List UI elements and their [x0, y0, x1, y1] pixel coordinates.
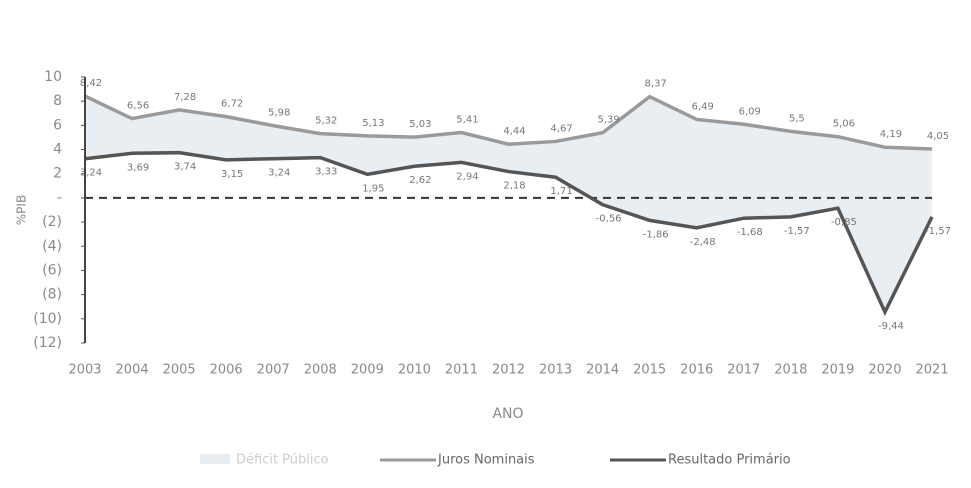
legend-swatch — [200, 454, 230, 464]
x-tick-label: 2004 — [116, 363, 149, 378]
data-label: 5,39 — [597, 115, 619, 126]
x-tick-label: 2005 — [163, 363, 196, 378]
data-label: 3,24 — [268, 168, 290, 179]
x-tick-label: 2014 — [586, 363, 619, 378]
data-label: 8,42 — [80, 78, 102, 89]
data-label: 5,03 — [409, 119, 431, 130]
data-label: 6,09 — [739, 106, 761, 117]
data-label: 4,05 — [927, 131, 949, 142]
deficit-area — [85, 96, 932, 313]
y-tick-label: (10) — [33, 311, 62, 327]
x-tick-label: 2012 — [492, 363, 525, 378]
legend-label: Juros Nominais — [437, 453, 535, 468]
data-label: 3,24 — [80, 168, 102, 179]
data-label: 3,69 — [127, 162, 149, 173]
data-label: 6,72 — [221, 99, 243, 110]
legend-label: Resultado Primário — [668, 453, 791, 468]
x-axis-label: ANO — [492, 406, 523, 422]
data-label: 1,71 — [550, 186, 572, 197]
y-tick-label: (8) — [42, 287, 62, 303]
x-tick-label: 2007 — [257, 363, 290, 378]
data-label: -1,86 — [643, 229, 669, 240]
x-tick-label: 2017 — [727, 363, 760, 378]
x-tick-label: 2010 — [398, 363, 431, 378]
x-tick-label: 2016 — [680, 363, 713, 378]
data-label: 4,19 — [880, 129, 902, 140]
data-label: 3,33 — [315, 167, 337, 178]
x-tick-label: 2019 — [821, 363, 854, 378]
data-label: 4,44 — [503, 126, 525, 137]
data-label: 8,37 — [645, 79, 667, 90]
data-label: -1,57 — [925, 226, 951, 237]
y-tick-label: (2) — [42, 214, 62, 230]
data-label: -0,56 — [596, 214, 622, 225]
y-tick-label: 8 — [53, 93, 62, 109]
data-label: 3,15 — [221, 169, 243, 180]
data-label: 2,62 — [409, 175, 431, 186]
x-tick-label: 2013 — [539, 363, 572, 378]
data-label: -0,85 — [831, 217, 857, 228]
data-label: 3,74 — [174, 162, 196, 173]
y-axis-label: %PIB — [15, 195, 29, 225]
y-tick-label: 10 — [44, 69, 62, 85]
y-tick-label: 2 — [53, 166, 62, 182]
x-tick-label: 2020 — [868, 363, 901, 378]
data-label: 1,95 — [362, 183, 384, 194]
data-label: 2,18 — [503, 181, 525, 192]
y-tick-label: 4 — [53, 142, 62, 158]
x-tick-label: 2011 — [445, 363, 478, 378]
y-tick-label: (6) — [42, 262, 62, 278]
data-label: 5,98 — [268, 108, 290, 119]
data-label: -9,44 — [878, 321, 904, 332]
legend-label: Déficit Público — [236, 453, 329, 468]
data-label: 5,41 — [456, 114, 478, 125]
series-line — [84, 94, 933, 151]
y-tick-label: (4) — [42, 238, 62, 254]
data-label: 5,5 — [789, 113, 805, 124]
x-tick-label: 2008 — [304, 363, 337, 378]
y-tick-label: (12) — [33, 335, 62, 351]
data-label: 6,56 — [127, 101, 149, 112]
x-tick-label: 2009 — [351, 363, 384, 378]
series-line — [84, 150, 934, 317]
x-tick-label: 2021 — [915, 363, 948, 378]
x-tick-label: 2018 — [774, 363, 807, 378]
data-label: 6,49 — [692, 101, 714, 112]
x-tick-label: 2006 — [210, 363, 243, 378]
data-label: -1,57 — [784, 226, 810, 237]
data-label: -1,68 — [737, 227, 763, 238]
y-tick-label: - — [57, 190, 62, 206]
x-tick-label: 2015 — [633, 363, 666, 378]
data-label: -2,48 — [690, 237, 716, 248]
data-label: 7,28 — [174, 92, 196, 103]
data-label: 4,67 — [550, 123, 572, 134]
y-tick-label: 6 — [53, 117, 62, 133]
data-label: 2,94 — [456, 171, 478, 182]
data-label: 5,06 — [833, 119, 855, 130]
x-tick-label: 2003 — [68, 363, 101, 378]
data-label: 5,32 — [315, 116, 337, 127]
data-label: 5,13 — [362, 118, 384, 129]
